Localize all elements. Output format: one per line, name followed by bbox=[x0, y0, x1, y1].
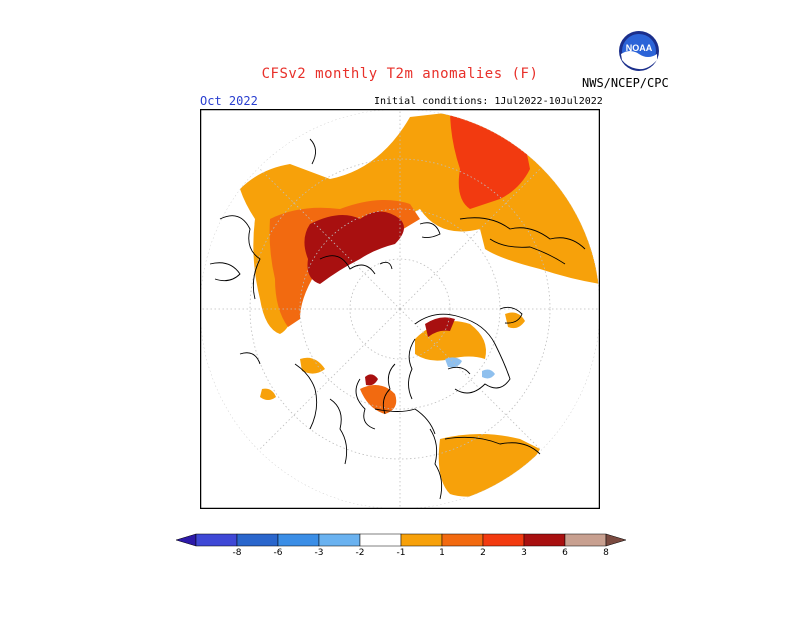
colorbar-swatch bbox=[400, 533, 443, 547]
colorbar-swatch bbox=[236, 533, 279, 547]
meridian bbox=[399, 308, 542, 451]
anomaly-region-greenland-hot bbox=[425, 317, 455, 337]
colorbar-swatch bbox=[441, 533, 484, 547]
colorbar-swatch bbox=[523, 533, 566, 547]
colorbar-tick-label: 8 bbox=[603, 548, 609, 558]
colorbar-tick-label: -2 bbox=[355, 548, 365, 558]
anomaly-region-labrador bbox=[505, 312, 525, 329]
initial-conditions-label: Initial conditions: 1Jul2022-10Jul2022 bbox=[374, 96, 603, 107]
anomaly-region-siberia-6f bbox=[304, 211, 404, 284]
target-month-label: Oct 2022 bbox=[200, 94, 258, 108]
meridian bbox=[399, 167, 542, 310]
polar-map bbox=[200, 109, 600, 509]
colorbar-tick-label: -1 bbox=[396, 548, 406, 558]
noaa-logo: NOAA bbox=[619, 31, 659, 71]
colorbar-swatch bbox=[359, 533, 402, 547]
anomaly-region-east-asia bbox=[480, 209, 600, 284]
colorbar bbox=[176, 533, 626, 547]
colorbar-arrow-high bbox=[605, 533, 626, 547]
svg-text:NOAA: NOAA bbox=[626, 43, 653, 53]
latitude-circle-80n bbox=[349, 258, 451, 360]
coastlines bbox=[209, 138, 586, 500]
colorbar-tick-label: 2 bbox=[480, 548, 486, 558]
colorbar-tick-label: -8 bbox=[232, 548, 242, 558]
colorbar-arrow-low bbox=[176, 533, 197, 547]
colorbar-tick-label: 6 bbox=[562, 548, 568, 558]
colorbar-tick-label: -6 bbox=[273, 548, 283, 558]
map-border bbox=[200, 109, 600, 509]
anomaly-region-pacific bbox=[260, 357, 325, 400]
colorbar-tick-label: -3 bbox=[314, 548, 324, 558]
colorbar-swatch bbox=[482, 533, 525, 547]
colorbar-swatch bbox=[277, 533, 320, 547]
agency-label: NWS/NCEP/CPC bbox=[582, 76, 669, 90]
anomaly-region-greenland-cool bbox=[445, 357, 495, 379]
meridian bbox=[258, 167, 401, 310]
meridian bbox=[258, 308, 401, 451]
latitude-circle-40n bbox=[249, 158, 551, 460]
anomaly-region-north-america bbox=[438, 434, 540, 497]
anomaly-region-alaska-hot bbox=[365, 374, 378, 386]
colorbar-swatch bbox=[564, 533, 607, 547]
colorbar-swatch bbox=[195, 533, 238, 547]
colorbar-tick-label: 3 bbox=[521, 548, 527, 558]
colorbar-swatch bbox=[318, 533, 361, 547]
chart-title: CFSv2 monthly T2m anomalies (F) bbox=[261, 66, 539, 82]
colorbar-tick-label: 1 bbox=[439, 548, 445, 558]
